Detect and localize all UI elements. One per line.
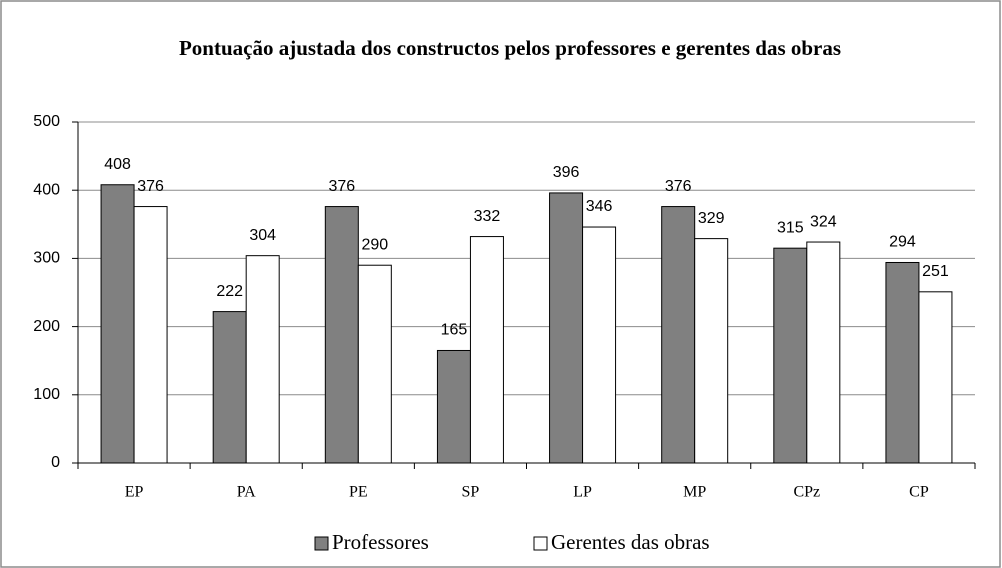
- data-label: 408: [104, 156, 131, 173]
- data-label: 251: [922, 263, 949, 280]
- data-label: 376: [665, 178, 692, 195]
- data-label: 315: [777, 219, 804, 236]
- x-tick-label: CPz: [793, 484, 820, 501]
- data-label: 396: [553, 164, 580, 181]
- bar: [469, 236, 504, 464]
- data-label: 222: [216, 283, 243, 300]
- x-tick-label: SP: [462, 484, 480, 501]
- bar: [357, 264, 392, 464]
- x-tick-label: CP: [909, 484, 929, 501]
- data-label: 346: [586, 198, 613, 215]
- bar: [582, 226, 617, 464]
- legend-label: Gerentes das obras: [551, 530, 710, 554]
- bar: [549, 192, 584, 464]
- bar: [212, 311, 247, 464]
- data-label: 376: [137, 178, 164, 195]
- data-label: 304: [249, 227, 276, 244]
- bar: [806, 241, 841, 464]
- data-label: 332: [474, 208, 501, 225]
- data-label: 294: [889, 234, 916, 251]
- y-tick-label: 0: [51, 454, 60, 471]
- legend-swatch: [533, 536, 548, 551]
- data-label: 329: [698, 210, 725, 227]
- bar: [436, 349, 471, 464]
- x-tick-label: LP: [573, 484, 592, 501]
- bar: [324, 206, 359, 464]
- x-tick-label: EP: [125, 484, 144, 501]
- chart-title: Pontuação ajustada dos constructos pelos…: [178, 36, 842, 60]
- data-label: 165: [441, 322, 468, 339]
- legend-swatch: [314, 536, 329, 551]
- x-tick-label: MP: [683, 484, 706, 501]
- y-tick-label: 200: [33, 318, 60, 335]
- bar: [661, 206, 696, 464]
- bar: [100, 184, 135, 464]
- y-tick-label: 400: [33, 181, 60, 198]
- y-tick-label: 500: [33, 113, 60, 130]
- data-label: 376: [328, 178, 355, 195]
- y-tick-label: 300: [33, 250, 60, 267]
- bar: [885, 261, 920, 464]
- bar: [133, 206, 168, 464]
- bar: [773, 247, 808, 464]
- bar: [918, 291, 953, 464]
- y-tick-label: 100: [33, 386, 60, 403]
- x-tick-label: PA: [237, 484, 256, 501]
- bar: [245, 255, 280, 464]
- data-label: 290: [361, 236, 388, 253]
- legend-label: Professores: [332, 530, 429, 554]
- bar: [694, 238, 729, 464]
- x-tick-label: PE: [349, 484, 368, 501]
- data-label: 324: [810, 213, 837, 230]
